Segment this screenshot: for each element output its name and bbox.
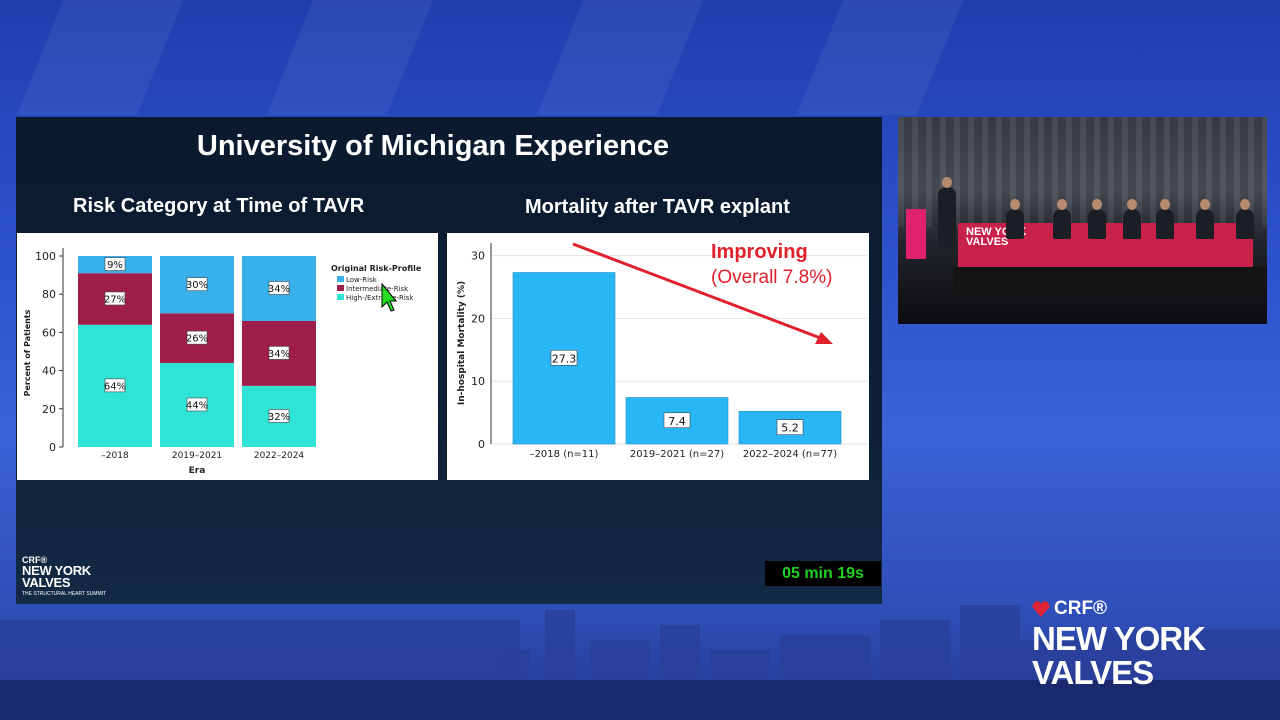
panelist <box>1123 199 1141 239</box>
slide-crf-logo: CRF® NEW YORK VALVES THE STRUCTURAL HEAR… <box>22 555 106 597</box>
panelist <box>1088 199 1106 239</box>
speaker-standing <box>938 177 956 247</box>
legend-title: Original Risk-Profile <box>331 264 422 273</box>
data-label: 32% <box>268 412 290 423</box>
data-label-box <box>104 378 126 393</box>
data-label-box <box>104 257 126 271</box>
mortality-chart: 0 10 20 30 In-hospital Mortality (%) 27.3 –201… <box>457 241 867 460</box>
annotation-title: Improving <box>711 241 808 263</box>
slide-logo-crf: CRF® <box>22 555 48 565</box>
panelist <box>1053 199 1071 239</box>
panelist <box>1156 199 1174 239</box>
waterfront <box>0 680 1280 720</box>
legend-label: Intermediate-Risk <box>346 285 409 293</box>
right-chart-subtitle: Mortality after TAVR explant <box>525 196 790 218</box>
panelist <box>1196 199 1214 239</box>
countdown-timer: 05 min 19s <box>765 561 881 586</box>
slide-logo-line1: NEW YORK <box>22 563 91 578</box>
panel-table <box>953 267 1267 297</box>
y-tick-label: 100 <box>35 250 56 263</box>
data-label-box <box>663 412 691 429</box>
new-york-valves-logo: CRF® NEW YORK VALVES <box>1032 598 1206 691</box>
panelist <box>1006 199 1024 239</box>
slide-title: University of Michigan Experience <box>196 130 670 162</box>
left-chart-subtitle: Risk Category at Time of TAVR <box>73 195 365 217</box>
trend-arrow-head-icon <box>815 332 833 344</box>
panel-camera-feed: NEW YORK VALVES <box>898 117 1267 324</box>
data-label: 7.4 <box>668 415 686 428</box>
x-axis-label: Era <box>189 466 206 476</box>
y-tick-label: 80 <box>42 288 56 301</box>
data-label: 26% <box>186 334 208 345</box>
y-axis-label: Percent of Patients <box>23 309 32 396</box>
stage-sign <box>906 209 926 259</box>
y-tick-label: 20 <box>471 312 485 325</box>
x-tick-label: –2018 <box>101 451 129 461</box>
data-label: 27% <box>104 294 126 305</box>
data-label-box <box>104 291 126 306</box>
data-label: 9% <box>107 260 123 271</box>
data-label: 5.2 <box>781 422 799 435</box>
big-logo-crf: CRF® <box>1054 598 1108 619</box>
legend-label: Low-Risk <box>346 276 378 284</box>
data-label-box <box>776 419 804 435</box>
risk-category-chart: 0 20 40 60 80 100 64% 27% 9% –2018 44% 26% 30% 2019–2… <box>23 248 422 476</box>
x-tick-label: 2022–2024 <box>254 451 305 461</box>
y-tick-label: 30 <box>471 250 485 263</box>
banner-line2: VALVES <box>966 236 1009 248</box>
mouse-cursor-icon <box>381 283 397 312</box>
trend-arrow-line <box>572 242 824 341</box>
data-label-box <box>186 330 208 345</box>
x-tick-label: 2019–2021 <box>172 451 222 461</box>
y-tick-label: 10 <box>471 375 485 388</box>
data-label: 34% <box>268 284 290 295</box>
data-label: 44% <box>186 400 208 411</box>
data-label: 27.3 <box>552 352 577 365</box>
risk-category-chart-panel: 0 20 40 60 80 100 64% 27% 9% –2018 44% 26% 30% 2019–2… <box>17 233 438 480</box>
big-logo-line1: NEW YORK <box>1032 620 1206 657</box>
legend-swatch <box>337 294 344 300</box>
legend-swatch <box>337 285 344 291</box>
y-tick-label: 20 <box>42 403 56 416</box>
x-tick-label: –2018 (n=11) <box>530 449 599 460</box>
data-label: 64% <box>104 381 126 392</box>
y-axis-label: In-hospital Mortality (%) <box>457 281 467 405</box>
x-tick-label: 2019–2021 (n=27) <box>630 449 724 460</box>
data-label-box <box>186 277 208 291</box>
data-label-box <box>268 281 290 295</box>
data-label-box <box>186 397 208 412</box>
y-tick-label: 0 <box>478 438 485 451</box>
data-label-box <box>268 346 290 360</box>
big-logo-line2: VALVES <box>1032 654 1154 691</box>
panelist <box>1236 199 1254 239</box>
y-tick-label: 60 <box>42 326 56 339</box>
legend-label: High-/Extreme-Risk <box>346 294 414 302</box>
y-tick-label: 40 <box>42 365 56 378</box>
data-label: 30% <box>186 280 208 291</box>
mortality-chart-panel: 0 10 20 30 In-hospital Mortality (%) 27.3 –201… <box>447 233 869 480</box>
data-label-box <box>268 409 290 423</box>
banner-line1: NEW YORK <box>966 226 1027 238</box>
data-label: 34% <box>268 349 290 360</box>
x-tick-label: 2022–2024 (n=77) <box>743 449 837 460</box>
slide-logo-tagline: THE STRUCTURAL HEART SUMMIT <box>22 591 107 597</box>
annotation-subtitle: (Overall 7.8%) <box>711 267 832 288</box>
heart-icon <box>1032 601 1050 617</box>
y-tick-label: 0 <box>49 441 56 454</box>
legend-swatch <box>337 276 344 282</box>
data-label-box <box>550 349 578 366</box>
slide-logo-line2: VALVES <box>22 575 71 590</box>
